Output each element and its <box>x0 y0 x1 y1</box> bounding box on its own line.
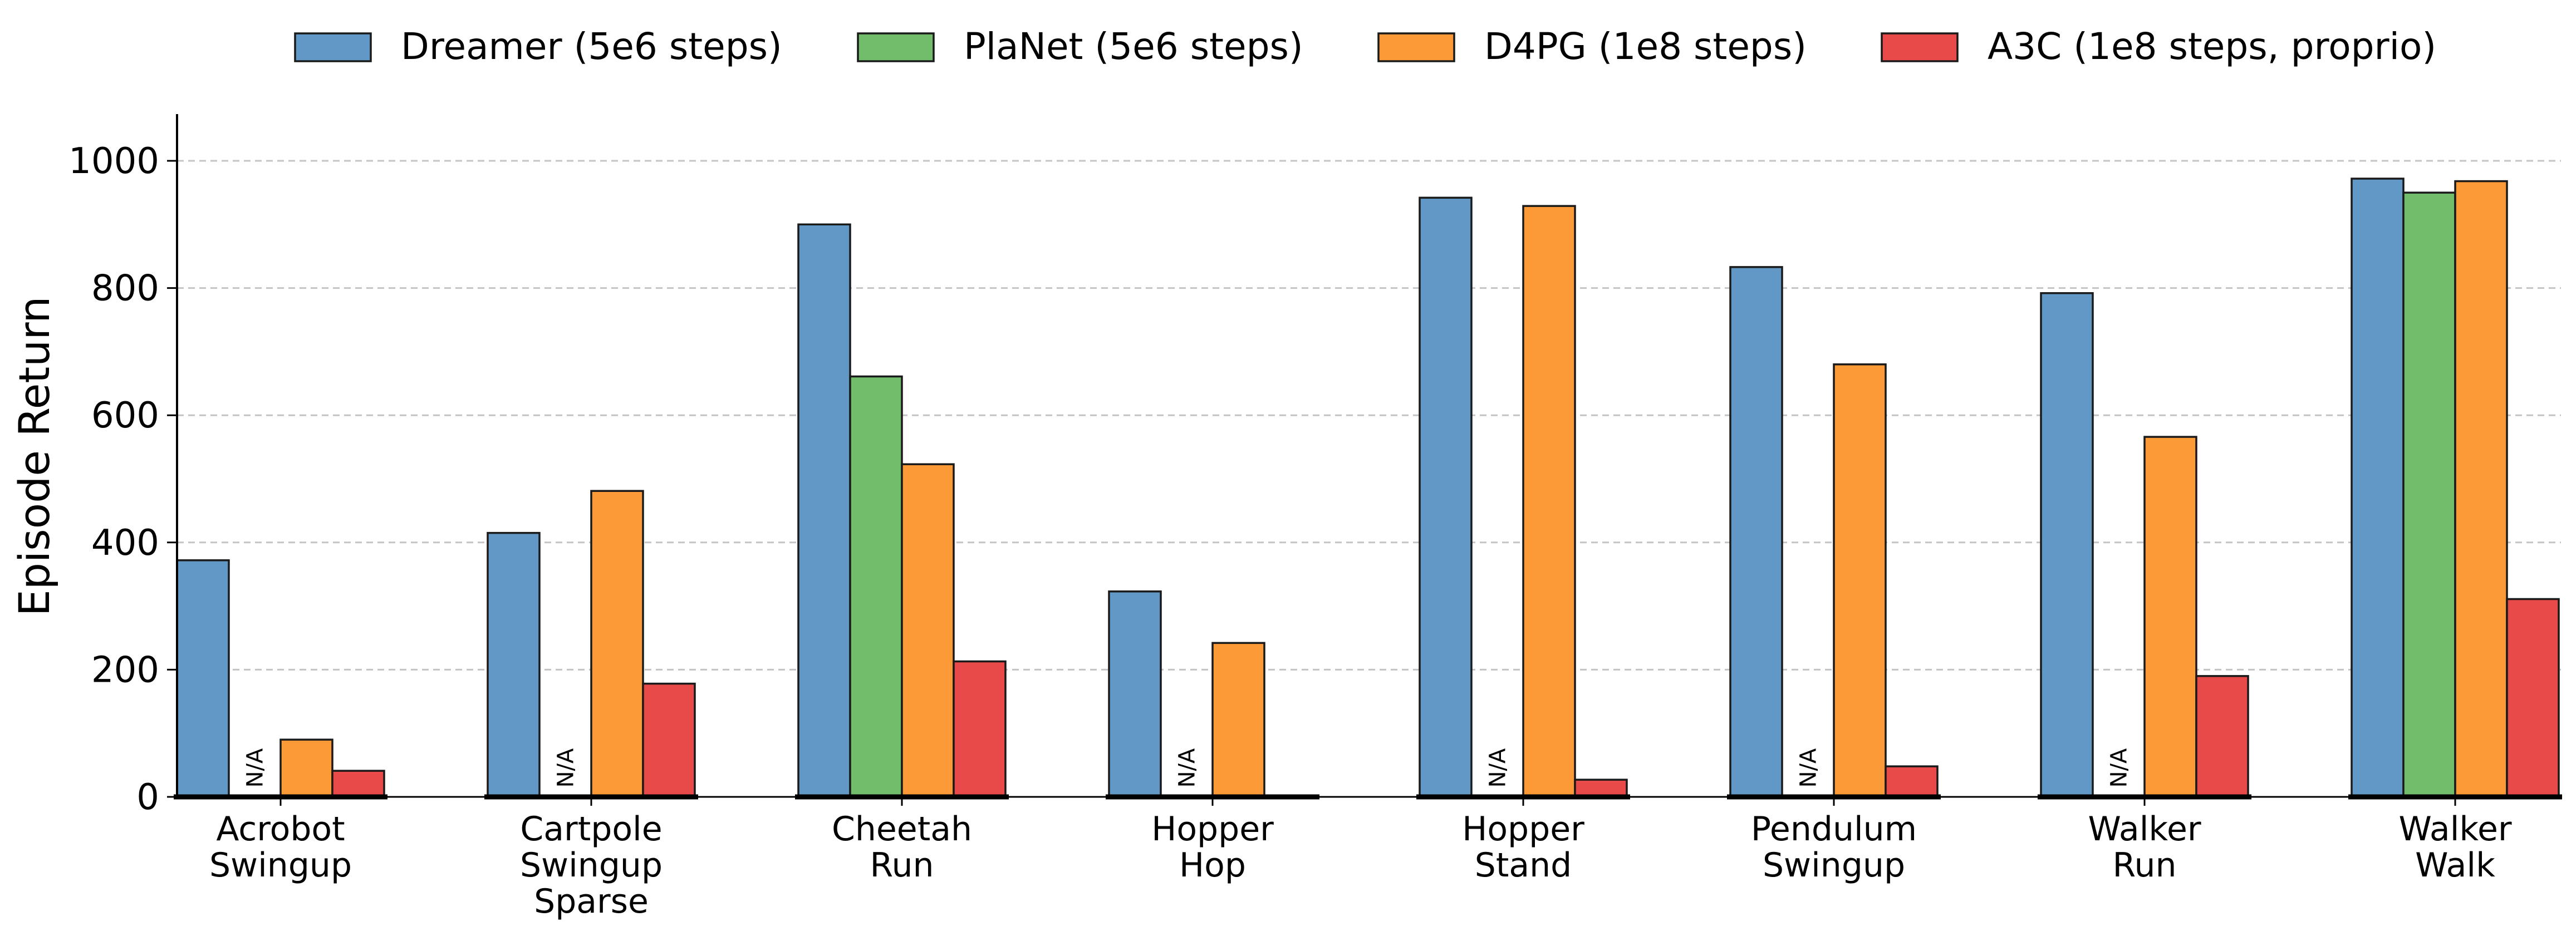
bars-layer: N/A N/A N/A N/A N/A N/A <box>176 178 2560 798</box>
bar <box>1574 779 1628 798</box>
x-tick-label-line: Walker <box>2088 810 2201 849</box>
x-tick-label: Walker Walk <box>2398 810 2511 885</box>
x-tick-label-line: Hopper <box>1462 810 1584 849</box>
bar <box>1108 590 1162 798</box>
bar <box>849 375 903 798</box>
y-tick-label: 1000 <box>68 141 159 182</box>
x-tick-label-line: Swingup <box>520 846 663 885</box>
na-label: N/A <box>1175 748 1200 787</box>
legend-label: PlaNet (5e6 steps) <box>964 25 1303 68</box>
bar <box>487 531 541 798</box>
y-tick-label: 800 <box>91 268 159 309</box>
bar <box>2040 292 2094 798</box>
bar <box>642 682 696 798</box>
na-label: N/A <box>2107 748 2132 787</box>
bar <box>2143 436 2197 798</box>
na-label: N/A <box>243 748 268 787</box>
x-tick-label: Hopper Stand <box>1462 810 1584 885</box>
x-tick-label-line: Acrobot <box>216 810 345 849</box>
bar <box>1419 196 1473 798</box>
bar <box>1833 363 1887 798</box>
y-tick-label: 600 <box>91 395 159 436</box>
x-tick-label: Cheetah Run <box>832 810 972 885</box>
bar <box>1211 642 1265 798</box>
bar <box>331 770 385 798</box>
bar <box>1729 266 1783 798</box>
na-label: N/A <box>1485 748 1511 787</box>
na-label: N/A <box>553 748 579 787</box>
bar <box>2454 180 2508 798</box>
bar <box>2402 191 2456 798</box>
y-tick-label: 400 <box>91 523 159 564</box>
bar <box>2195 675 2249 798</box>
x-tick-label-line: Pendulum <box>1751 810 1917 849</box>
x-tick-label: Hopper Hop <box>1151 810 1274 885</box>
bar <box>901 463 955 798</box>
x-tick-label-line: Cheetah <box>832 810 972 849</box>
x-tick-label-line: Stand <box>1475 846 1572 885</box>
bar <box>176 559 230 798</box>
x-tick-label-line: Swingup <box>209 846 352 885</box>
legend-swatch <box>1881 32 1959 62</box>
x-tick-label-line: Run <box>870 846 934 885</box>
y-axis-label: Episode Return <box>9 297 59 617</box>
legend-label: D4PG (1e8 steps) <box>1484 25 1807 68</box>
x-tick-label-line: Walker <box>2398 810 2511 849</box>
x-tick-label: Acrobot Swingup <box>209 810 352 885</box>
x-tick-label-line: Cartpole <box>520 810 662 849</box>
bar <box>1522 205 1576 798</box>
x-tick-label: Walker Run <box>2088 810 2201 885</box>
legend: Dreamer (5e6 steps) PlaNet (5e6 steps) D4P… <box>294 25 2436 68</box>
x-tick-label-line: Swingup <box>1763 846 1905 885</box>
legend-swatch <box>1377 32 1455 62</box>
legend-label: A3C (1e8 steps, proprio) <box>1988 25 2436 68</box>
x-tick-label-line: Sparse <box>534 882 649 921</box>
bar <box>279 738 333 798</box>
legend-swatch <box>294 32 372 62</box>
y-tick-label: 0 <box>136 777 159 818</box>
x-tick-label: Cartpole Swingup Sparse <box>520 810 663 921</box>
x-tick-label: Pendulum Swingup <box>1751 810 1917 885</box>
x-tick-label-line: Hop <box>1179 846 1246 885</box>
bar <box>590 490 644 798</box>
x-tick-label-line: Run <box>2112 846 2176 885</box>
bar <box>2351 178 2405 798</box>
legend-label: Dreamer (5e6 steps) <box>401 25 782 68</box>
bar <box>2506 598 2560 798</box>
x-tick-label-line: Hopper <box>1151 810 1274 849</box>
na-label: N/A <box>1796 748 1822 787</box>
bar <box>797 223 851 798</box>
bar <box>1885 765 1939 798</box>
legend-swatch <box>857 32 935 62</box>
bar <box>953 660 1007 798</box>
x-tick-label-line: Walk <box>2415 846 2495 885</box>
y-tick-label: 200 <box>91 649 159 691</box>
